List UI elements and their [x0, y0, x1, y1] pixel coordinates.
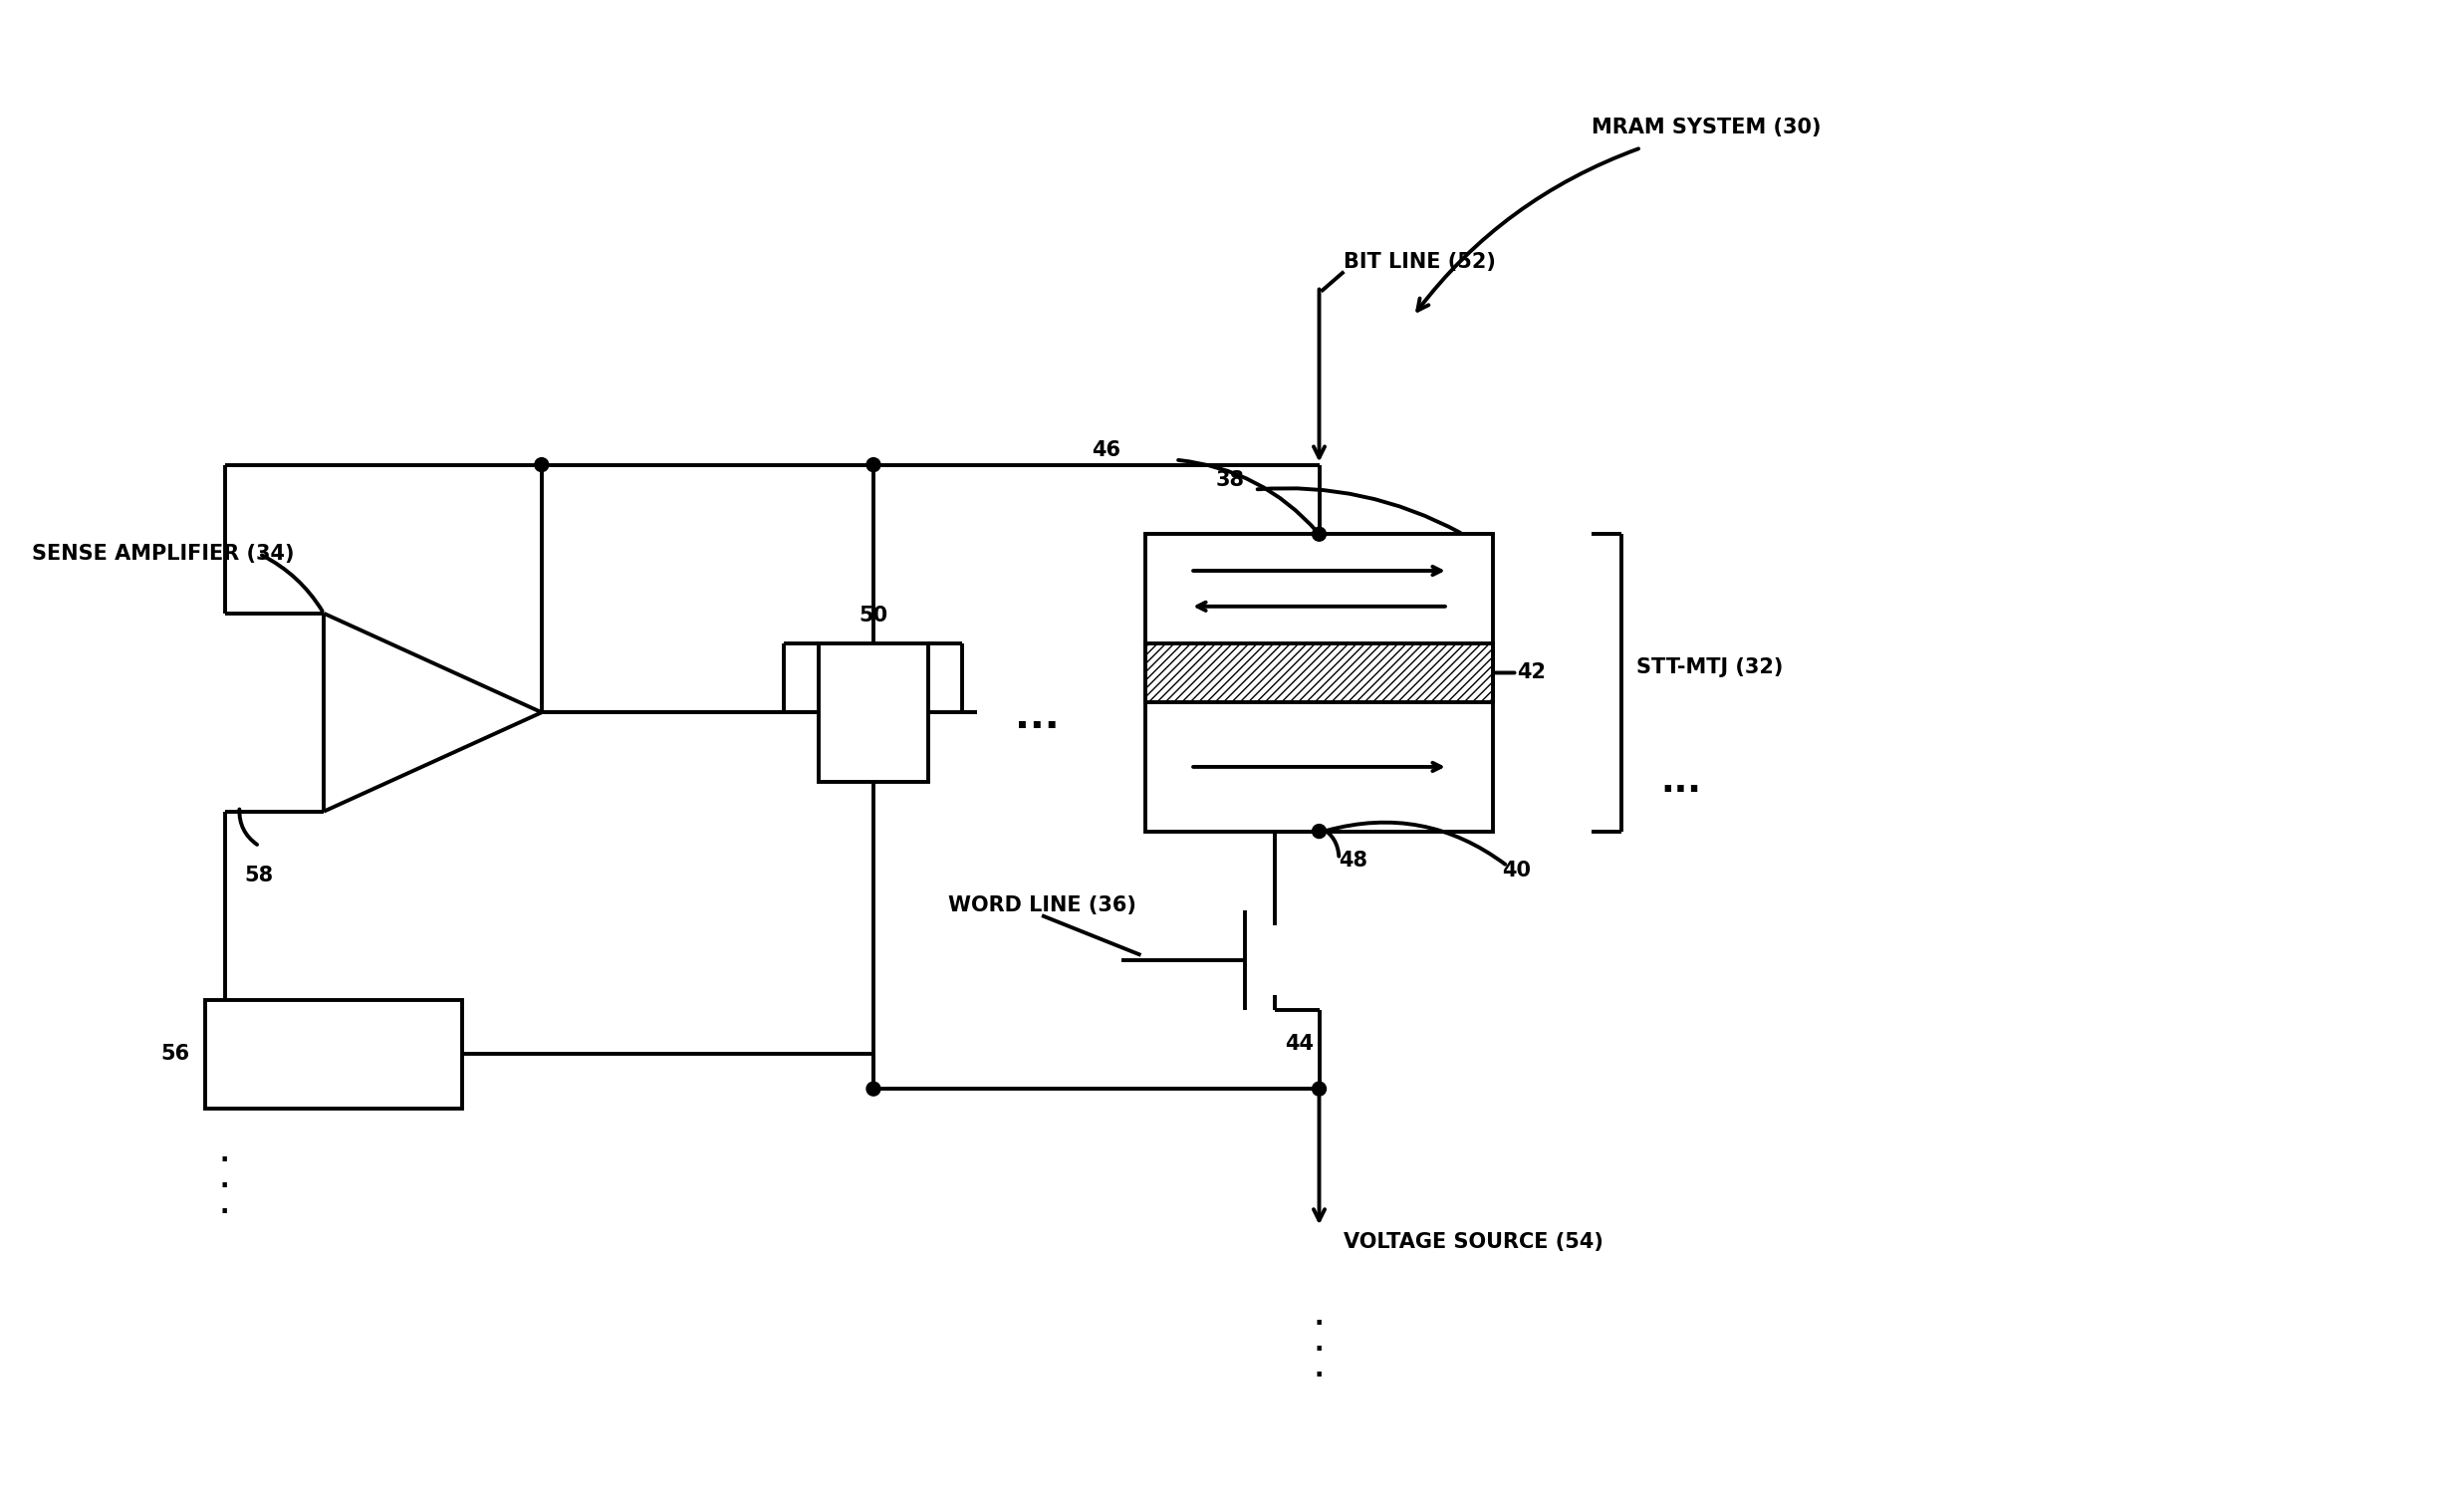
Text: WORD LINE (36): WORD LINE (36) — [949, 896, 1136, 916]
Circle shape — [1313, 1082, 1326, 1096]
Text: 38: 38 — [1215, 469, 1244, 489]
Text: 50: 50 — [860, 605, 887, 625]
Circle shape — [535, 457, 549, 472]
Circle shape — [1313, 824, 1326, 837]
Bar — [1146, 534, 1493, 831]
Text: ...: ... — [1661, 765, 1703, 798]
Text: 48: 48 — [1338, 851, 1368, 871]
Text: BIT LINE (52): BIT LINE (52) — [1343, 252, 1496, 272]
Bar — [818, 643, 929, 782]
Text: 44: 44 — [1284, 1034, 1313, 1055]
Circle shape — [867, 1082, 880, 1096]
Text: STT-MTJ (32): STT-MTJ (32) — [1636, 658, 1784, 678]
Text: 40: 40 — [1503, 862, 1530, 881]
Circle shape — [867, 457, 880, 472]
Text: 42: 42 — [1518, 662, 1545, 682]
Text: ·
·
·: · · · — [219, 1148, 229, 1224]
Text: 46: 46 — [1092, 441, 1121, 460]
Circle shape — [1313, 527, 1326, 542]
Text: MRAM SYSTEM (30): MRAM SYSTEM (30) — [1592, 118, 1821, 137]
Text: VOLTAGE SOURCE (54): VOLTAGE SOURCE (54) — [1343, 1233, 1604, 1252]
Bar — [205, 999, 463, 1109]
Text: 56: 56 — [160, 1044, 190, 1064]
Text: SENSE AMPLIFIER (34): SENSE AMPLIFIER (34) — [32, 543, 293, 564]
Text: ...: ... — [1015, 699, 1060, 736]
Text: 58: 58 — [244, 866, 274, 886]
Bar — [1146, 643, 1493, 703]
Text: ·
·
·: · · · — [1313, 1311, 1323, 1387]
